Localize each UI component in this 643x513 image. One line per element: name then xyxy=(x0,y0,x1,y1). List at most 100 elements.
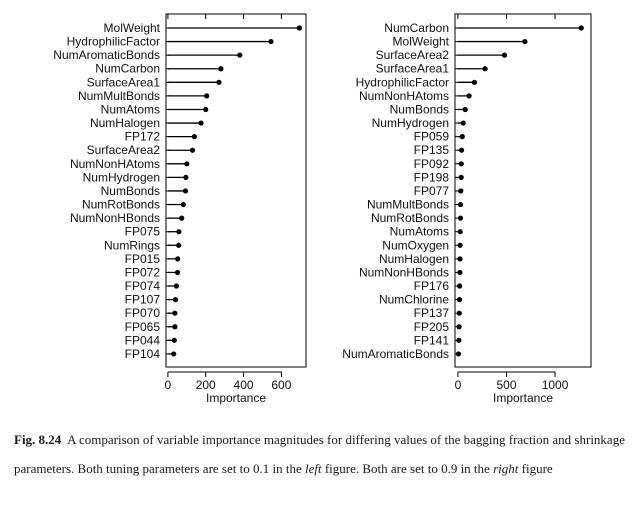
importance-point xyxy=(457,269,463,276)
y-tick-label: NumChlorine xyxy=(379,293,449,307)
importance-point xyxy=(172,297,179,303)
y-tick-label: NumNonHAtoms xyxy=(359,89,449,103)
x-tick-label: 400 xyxy=(234,378,254,392)
importance-point xyxy=(176,242,182,248)
importance-point xyxy=(172,324,178,330)
y-tick-label: NumNonHBonds xyxy=(359,265,449,279)
importance-point xyxy=(455,351,461,357)
importance-point xyxy=(182,188,189,194)
y-tick-label: NumHalogen xyxy=(379,252,449,266)
caption-left-word: left xyxy=(304,460,322,476)
caption-right-word: right xyxy=(493,460,519,476)
caption-text-2: figure. Both are set to 0.9 in the xyxy=(321,460,494,476)
importance-point xyxy=(457,201,464,208)
importance-point xyxy=(459,134,465,140)
y-tick-label: SurfaceArea1 xyxy=(87,75,161,89)
importance-point xyxy=(457,229,463,235)
importance-point xyxy=(460,120,466,126)
y-tick-label: FP135 xyxy=(414,143,450,157)
y-tick-label: NumNonHBonds xyxy=(70,211,160,225)
y-tick-label: NumBonds xyxy=(390,102,449,116)
importance-point xyxy=(174,269,181,276)
importance-point xyxy=(216,79,222,85)
left-panel: MolWeightHydrophilicFactorNumAromaticBon… xyxy=(53,13,307,405)
y-tick-label: HydrophilicFactor xyxy=(356,75,449,89)
y-tick-label: NumRotBonds xyxy=(82,198,160,212)
importance-point xyxy=(180,201,187,208)
caption-text-3: figure xyxy=(518,460,553,476)
importance-point xyxy=(578,25,584,31)
importance-point xyxy=(204,93,210,99)
x-tick-label: 200 xyxy=(196,378,216,392)
importance-point xyxy=(203,106,209,113)
importance-point xyxy=(459,147,465,153)
importance-point xyxy=(458,188,464,194)
importance-point xyxy=(457,242,463,248)
importance-point xyxy=(171,351,177,357)
importance-point xyxy=(198,120,204,126)
y-tick-label: NumAromaticBonds xyxy=(342,347,449,361)
y-tick-label: FP074 xyxy=(125,279,161,293)
y-tick-label: FP077 xyxy=(414,184,450,198)
plot-frame xyxy=(454,13,592,368)
y-tick-label: SurfaceArea1 xyxy=(376,62,450,76)
importance-point xyxy=(466,93,472,99)
y-tick-label: NumAromaticBonds xyxy=(53,48,160,62)
x-axis-label: Importance xyxy=(206,391,266,405)
y-tick-label: FP072 xyxy=(125,265,161,279)
y-tick-label: FP137 xyxy=(414,306,450,320)
y-tick-label: NumCarbon xyxy=(384,21,449,35)
figure-caption: Fig. 8.24 A comparison of variable impor… xyxy=(14,426,629,483)
importance-point xyxy=(456,324,462,330)
y-tick-label: FP070 xyxy=(125,306,161,320)
y-tick-label: MolWeight xyxy=(393,35,450,49)
y-tick-label: FP059 xyxy=(414,130,450,144)
y-tick-label: NumMultBonds xyxy=(367,198,449,212)
x-tick-label: 600 xyxy=(271,378,291,392)
importance-point xyxy=(218,66,224,72)
y-tick-label: SurfaceArea2 xyxy=(376,48,450,62)
importance-point xyxy=(471,79,478,85)
y-tick-label: FP205 xyxy=(414,320,450,334)
caption-text-1: A comparison of variable importance magn… xyxy=(14,432,625,476)
y-tick-label: NumRotBonds xyxy=(371,211,449,225)
x-tick-label: 0 xyxy=(165,378,172,392)
importance-point xyxy=(482,66,488,72)
importance-point xyxy=(183,174,189,180)
importance-point xyxy=(456,297,463,303)
importance-point xyxy=(458,161,464,167)
importance-point xyxy=(176,229,182,235)
importance-point xyxy=(171,337,177,343)
importance-point xyxy=(296,25,302,31)
y-tick-label: NumBonds xyxy=(101,184,160,198)
importance-point xyxy=(191,134,197,140)
importance-point xyxy=(456,337,462,343)
y-tick-label: MolWeight xyxy=(104,21,161,35)
y-tick-label: NumOxygen xyxy=(382,238,449,252)
importance-point xyxy=(456,310,462,316)
y-tick-label: NumNonHAtoms xyxy=(70,157,160,171)
y-tick-label: HydrophilicFactor xyxy=(67,35,160,49)
y-tick-label: FP107 xyxy=(125,293,161,307)
importance-point xyxy=(189,147,196,153)
y-tick-label: NumMultBonds xyxy=(78,89,160,103)
y-tick-label: NumHydrogen xyxy=(83,170,160,184)
y-tick-label: NumCarbon xyxy=(95,62,160,76)
x-axis-label: Importance xyxy=(493,391,553,405)
y-tick-label: FP104 xyxy=(125,347,161,361)
importance-point xyxy=(172,310,178,316)
y-tick-label: FP044 xyxy=(125,333,161,347)
importance-point xyxy=(457,215,464,221)
y-tick-label: FP141 xyxy=(414,333,450,347)
importance-point xyxy=(175,256,181,262)
importance-point xyxy=(522,38,528,45)
y-tick-label: SurfaceArea2 xyxy=(87,143,161,157)
y-tick-label: FP065 xyxy=(125,320,161,334)
importance-point xyxy=(458,174,464,180)
y-tick-label: NumAtoms xyxy=(101,102,160,116)
x-tick-label: 1000 xyxy=(542,378,569,392)
y-tick-label: NumHydrogen xyxy=(372,116,449,130)
importance-point xyxy=(173,283,180,289)
y-tick-label: FP092 xyxy=(414,157,450,171)
